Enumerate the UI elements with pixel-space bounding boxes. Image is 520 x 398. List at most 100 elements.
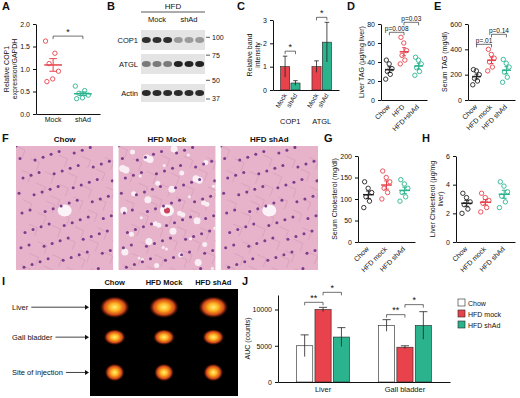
nucleus xyxy=(173,221,176,224)
data-point xyxy=(479,210,483,214)
error-bar xyxy=(419,312,427,340)
panel: H0246ChowHFD mockHFD shAdLiver Cholester… xyxy=(422,132,516,274)
nucleus xyxy=(266,259,269,262)
nucleus xyxy=(164,259,167,262)
nucleus xyxy=(150,223,153,226)
tick-mark xyxy=(378,81,381,82)
nucleus xyxy=(190,181,193,184)
cell-border xyxy=(170,173,179,185)
cell-border xyxy=(235,159,244,171)
nucleus xyxy=(223,157,226,160)
marker-tick xyxy=(206,55,210,56)
cell-border xyxy=(234,253,243,265)
blot-strip xyxy=(141,54,205,74)
nucleus xyxy=(273,167,276,170)
lipid-vacuole xyxy=(179,170,184,175)
nucleus xyxy=(276,186,279,189)
y-axis-title-line: AUC (counts) xyxy=(244,317,252,359)
cell-border xyxy=(169,267,178,270)
lipid-vacuole xyxy=(129,232,134,237)
organ-label: Gall bladder xyxy=(12,333,53,342)
x-axis xyxy=(274,90,340,91)
nucleus xyxy=(306,217,309,220)
y-axis-title: Serum TAG (mg/dl) xyxy=(441,32,449,92)
error-bar xyxy=(49,59,57,72)
cell-border xyxy=(263,155,272,167)
blot-band xyxy=(142,37,151,43)
nucleus xyxy=(122,246,125,249)
error-bar xyxy=(293,81,298,86)
nucleus xyxy=(282,253,285,256)
axis-line xyxy=(456,157,457,243)
blot-band xyxy=(142,90,151,96)
tick-label: 40 xyxy=(367,59,375,66)
cell-border xyxy=(243,242,252,254)
cell-border xyxy=(317,241,318,253)
tick-mark xyxy=(275,346,278,347)
nucleus xyxy=(101,252,104,255)
y-tick: 1.5 xyxy=(20,43,36,50)
lipid-vacuole xyxy=(139,174,142,177)
nucleus xyxy=(154,207,157,210)
data-point xyxy=(383,77,387,81)
marker-label: 50 xyxy=(212,77,220,84)
nucleus xyxy=(59,239,62,242)
figure: A0.00.51.01.52.0MockshAdRelative COP1exp… xyxy=(0,0,520,398)
y-tick: 6 xyxy=(446,153,456,160)
tissue xyxy=(118,146,215,270)
cell-border xyxy=(29,253,38,265)
cell-border xyxy=(309,158,318,170)
tick-mark xyxy=(355,199,358,200)
x-tick: HFD shAd xyxy=(480,100,508,131)
arrow xyxy=(31,307,86,308)
cell-border xyxy=(96,169,105,181)
nucleus xyxy=(224,246,227,249)
marker-label: 37 xyxy=(212,95,220,102)
data-point xyxy=(399,177,403,181)
y-tick: 0 xyxy=(268,379,278,386)
nucleus xyxy=(33,193,36,196)
marker-tick xyxy=(206,98,210,99)
nucleus xyxy=(225,211,228,214)
legend-label: HFD mock xyxy=(468,311,502,318)
tick-mark xyxy=(378,24,381,25)
nucleus xyxy=(86,250,89,253)
tissue xyxy=(221,146,318,270)
x-tick: Chow xyxy=(374,100,392,121)
cell-border xyxy=(123,265,132,270)
cell-border xyxy=(67,267,76,270)
lipid-vacuole xyxy=(130,149,135,154)
nucleus xyxy=(227,266,230,269)
axis-line xyxy=(381,25,382,101)
error-bar xyxy=(502,190,507,198)
cell-border xyxy=(74,197,83,209)
panel: G050100150200ChowHFD mockHFD shAdSerum C… xyxy=(324,132,416,274)
lipid-vacuole xyxy=(163,164,166,167)
y-tick: 1.0 xyxy=(20,66,36,73)
cell-border xyxy=(221,146,230,158)
tick-label: 400 xyxy=(450,46,462,53)
nucleus xyxy=(131,209,134,212)
tick-label: 0.5 xyxy=(20,88,30,95)
data-point xyxy=(460,211,464,215)
y-axis-title: Liver Cholesterol (µg/mgliver) xyxy=(429,161,445,238)
blot-band xyxy=(174,61,183,67)
cell-border xyxy=(177,227,186,239)
tick-mark xyxy=(355,178,358,179)
lipid-vacuole xyxy=(211,267,214,270)
data-point xyxy=(384,58,388,62)
cell-border xyxy=(184,156,193,168)
error-bar xyxy=(301,335,309,357)
blot-band xyxy=(185,90,194,96)
cell-border xyxy=(37,212,46,224)
nucleus xyxy=(171,167,174,170)
data-point xyxy=(403,195,407,199)
nucleus xyxy=(31,263,34,266)
bar xyxy=(397,347,413,382)
nucleus xyxy=(110,214,113,217)
tick-label: 200 xyxy=(450,71,462,78)
error-bar xyxy=(383,320,391,332)
cell-border xyxy=(146,266,155,270)
annotation: ** xyxy=(310,293,318,303)
data-point xyxy=(502,184,506,188)
